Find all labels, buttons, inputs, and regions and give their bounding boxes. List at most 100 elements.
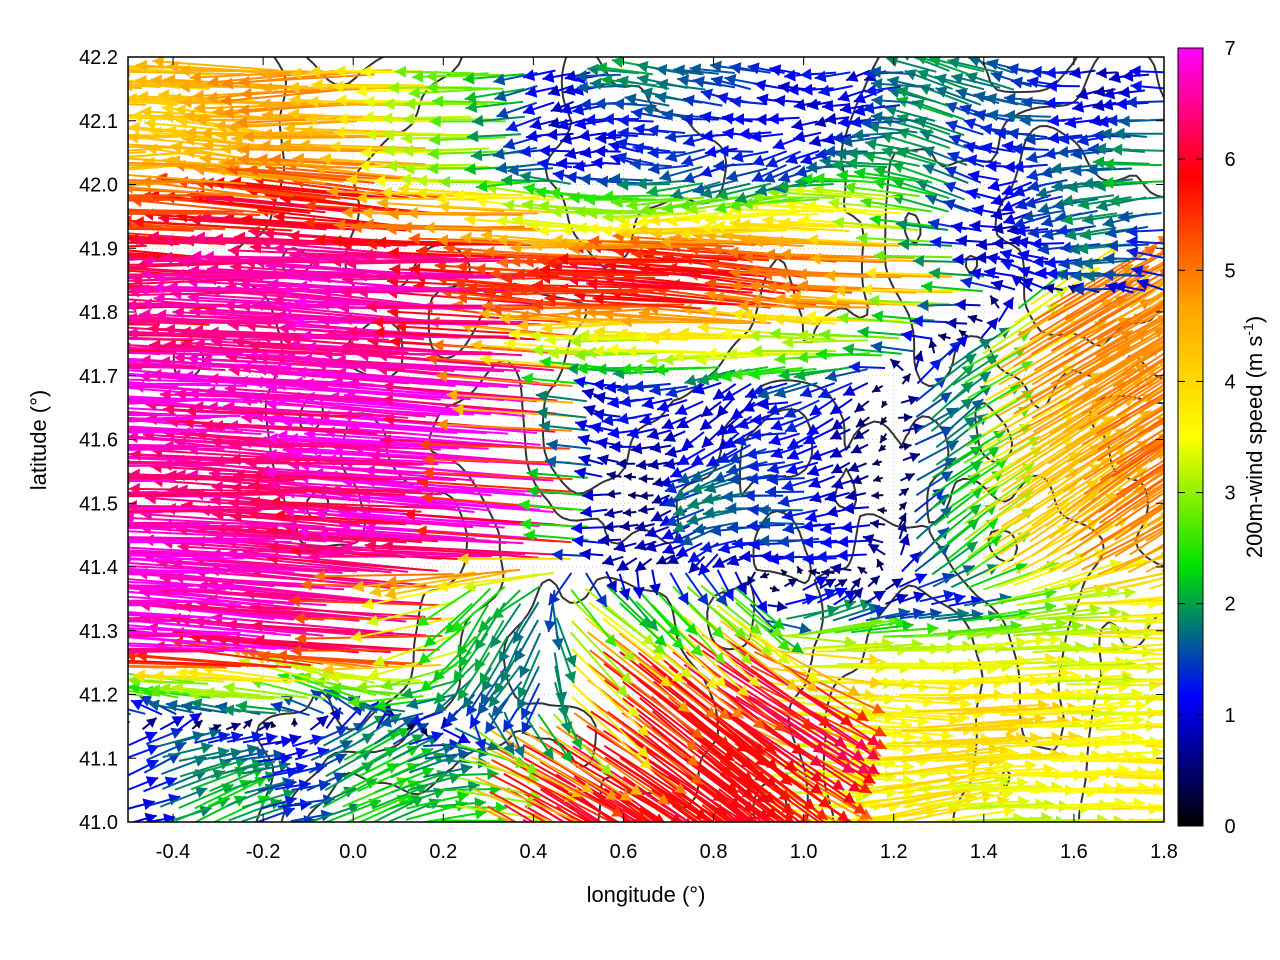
- wind-vector-head: [600, 763, 612, 776]
- wind-vector-shaft: [291, 673, 358, 699]
- wind-vector: [128, 476, 129, 478]
- wind-vector-head: [619, 789, 632, 801]
- wind-vector: [128, 584, 146, 588]
- wind-vector-shaft: [522, 792, 575, 822]
- wind-vector-head: [1208, 587, 1220, 599]
- wind-vector-head: [146, 717, 157, 728]
- wind-vector-shaft: [751, 823, 866, 903]
- wind-vector-head: [1162, 406, 1164, 409]
- wind-vector: [128, 428, 130, 431]
- wind-vector: [769, 821, 774, 822]
- wind-vector-shaft: [1015, 667, 1113, 670]
- wind-vector: [817, 760, 915, 773]
- wind-vector-shaft: [968, 786, 1063, 791]
- wind-vector-head: [655, 868, 668, 879]
- wind-vector-head: [75, 660, 86, 672]
- wind-vector-head: [755, 849, 767, 861]
- wind-vector-head: [1165, 477, 1178, 488]
- wind-vector-shaft: [128, 708, 146, 715]
- wind-vector-head: [802, 874, 814, 886]
- wind-vector-shaft: [916, 751, 1019, 763]
- wind-vector-head: [756, 822, 768, 834]
- wind-vector-head: [288, 733, 302, 746]
- wind-vector: [128, 731, 158, 747]
- wind-vector: [290, 718, 299, 727]
- wind-vector-shaft: [1030, 734, 1133, 744]
- wind-vector-shaft: [1050, 821, 1080, 822]
- wind-vector-head: [147, 699, 160, 712]
- wind-vector-head: [0, 532, 7, 544]
- wind-vector: [622, 776, 691, 822]
- wind-vector: [203, 686, 290, 700]
- wind-vector: [504, 729, 619, 801]
- wind-vector: [1128, 818, 1164, 822]
- wind-vector-shaft: [128, 650, 225, 653]
- wind-vector-head: [712, 790, 726, 802]
- wind-vector-head: [765, 870, 778, 881]
- wind-vector-head: [639, 757, 652, 770]
- wind-vector-head: [525, 762, 538, 774]
- wind-vector-head: [1215, 560, 1227, 572]
- wind-vector-head: [145, 776, 159, 788]
- wind-vector-head: [1214, 785, 1225, 797]
- wind-vector-head: [181, 700, 193, 713]
- wind-vector-head: [696, 865, 709, 876]
- wind-vector: [188, 688, 275, 701]
- wind-vector: [210, 723, 222, 732]
- wind-vector-shaft: [967, 735, 1080, 744]
- wind-vector-head: [756, 808, 769, 821]
- wind-vector-head: [1240, 774, 1251, 786]
- wind-vector: [470, 725, 539, 775]
- wind-vector-head: [46, 554, 57, 566]
- wind-vector: [128, 600, 145, 604]
- wind-vector-head: [116, 525, 127, 537]
- wind-vector-head: [61, 456, 72, 468]
- wind-vector: [171, 682, 260, 697]
- wind-vector: [555, 725, 670, 806]
- wind-vector-shaft: [1161, 632, 1164, 635]
- wind-vector: [1099, 710, 1164, 717]
- wind-vector-shaft: [853, 712, 961, 722]
- wind-vector-head: [35, 644, 46, 656]
- wind-vector-head: [773, 871, 785, 882]
- wind-vector: [406, 693, 455, 710]
- wind-vector-shaft: [128, 650, 131, 653]
- wind-vector-head: [608, 870, 621, 881]
- wind-vector-head: [87, 656, 98, 668]
- wind-vector-head: [407, 723, 415, 731]
- wind-vector: [222, 704, 277, 717]
- wind-vector-head: [31, 581, 42, 593]
- wind-vector: [308, 753, 348, 774]
- wind-vector-head: [420, 748, 434, 759]
- wind-vector-head: [0, 438, 5, 450]
- wind-vector-head: [1003, 805, 1015, 818]
- wind-vector-head: [456, 790, 469, 803]
- wind-vector: [128, 651, 147, 654]
- wind-vector-head: [83, 411, 95, 423]
- wind-vector: [455, 821, 458, 822]
- wind-vector-head: [300, 798, 312, 811]
- wind-vector: [423, 763, 473, 778]
- wind-vector-shaft: [128, 584, 146, 588]
- wind-vector-head: [34, 594, 45, 606]
- wind-vector-head: [246, 744, 259, 756]
- wind-vector-head: [611, 805, 624, 817]
- wind-vector-shaft: [999, 711, 1106, 716]
- wind-vector-head: [1208, 760, 1219, 772]
- wind-vector-head: [18, 579, 29, 591]
- wind-vector-head: [704, 875, 716, 886]
- wind-vector-head: [152, 670, 164, 683]
- wind-vector-shaft: [128, 568, 147, 571]
- wind-vector-shaft: [604, 772, 678, 822]
- wind-vector: [475, 804, 514, 822]
- wind-vector-head: [193, 720, 203, 729]
- wind-vector: [223, 682, 309, 699]
- wind-vector-shaft: [870, 786, 978, 809]
- wind-vector-shaft: [203, 691, 290, 700]
- wind-vector: [1132, 791, 1164, 795]
- wind-vector-head: [767, 851, 779, 863]
- wind-vector-head: [853, 770, 866, 783]
- wind-vector-shaft: [475, 804, 514, 822]
- wind-vector: [1097, 725, 1164, 731]
- wind-vector-shaft: [932, 781, 1029, 790]
